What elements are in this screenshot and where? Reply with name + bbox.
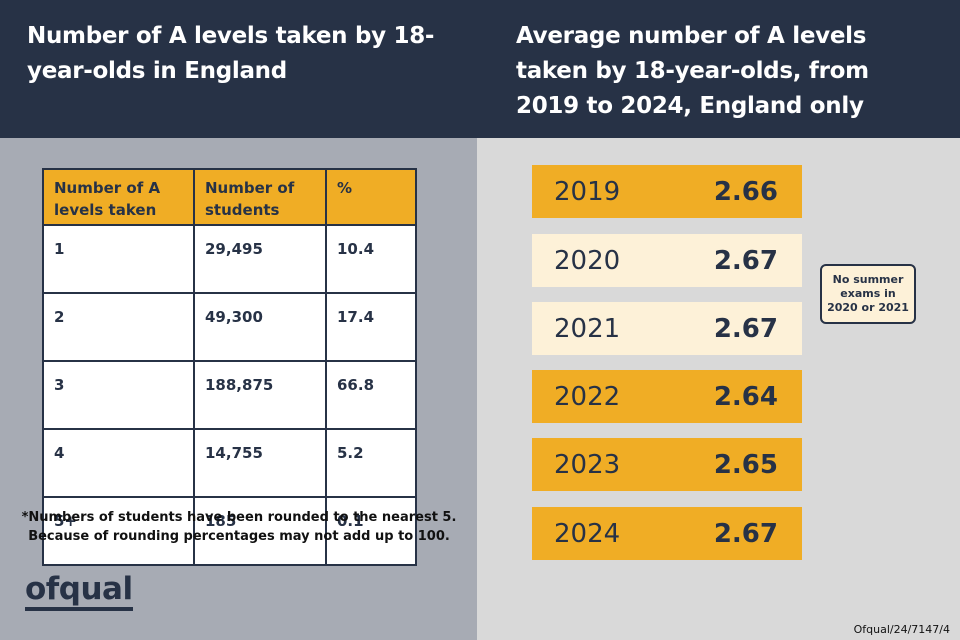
year-label: 2024 (554, 518, 621, 549)
header-banner: Number of A levels taken by 18-year-olds… (0, 0, 960, 138)
cell-percent: 66.8 (325, 360, 417, 430)
year-row-2019: 2019 2.66 (532, 165, 802, 218)
footnote-line-2: Because of rounding percentages may not … (28, 529, 450, 544)
cell-students: 185 (193, 496, 327, 566)
table-row: 2 49,300 17.4 (42, 292, 417, 362)
year-label: 2022 (554, 381, 621, 412)
cell-students: 29,495 (193, 224, 327, 294)
table-row: 1 29,495 10.4 (42, 224, 417, 294)
year-value: 2.67 (713, 245, 778, 276)
year-value: 2.66 (713, 176, 778, 207)
right-title: Average number of A levels taken by 18-y… (516, 23, 869, 119)
cell-students: 49,300 (193, 292, 327, 362)
cell-students: 188,875 (193, 360, 327, 430)
year-label: 2020 (554, 245, 621, 276)
table-row: 4 14,755 5.2 (42, 428, 417, 498)
year-label: 2019 (554, 176, 621, 207)
year-label: 2021 (554, 313, 621, 344)
year-row-2021: 2021 2.67 (532, 302, 802, 355)
header-percent: % (325, 168, 417, 226)
left-title: Number of A levels taken by 18-year-olds… (27, 23, 435, 84)
cell-levels-taken: 5+ (42, 496, 195, 566)
table-header-row: Number of A levels taken Number of stude… (42, 168, 417, 226)
callout-line-3: 2020 or 2021 (827, 301, 909, 314)
year-value: 2.67 (713, 313, 778, 344)
no-exams-callout: No summer exams in 2020 or 2021 (820, 264, 916, 324)
cell-percent: 0.1 (325, 496, 417, 566)
year-value: 2.67 (713, 518, 778, 549)
year-row-2023: 2023 2.65 (532, 438, 802, 491)
cell-percent: 10.4 (325, 224, 417, 294)
footnote: *Numbers of students have been rounded t… (14, 508, 464, 546)
year-row-2024: 2024 2.67 (532, 507, 802, 560)
year-value: 2.65 (713, 449, 778, 480)
cell-levels-taken: 2 (42, 292, 195, 362)
table-row: 5+ 185 0.1 (42, 496, 417, 566)
callout-line-2: exams in (840, 287, 896, 300)
header-levels-taken: Number of A levels taken (42, 168, 195, 226)
callout-line-1: No summer (832, 273, 904, 286)
year-row-2022: 2022 2.64 (532, 370, 802, 423)
a-levels-count-table: Number of A levels taken Number of stude… (42, 168, 417, 566)
cell-levels-taken: 3 (42, 360, 195, 430)
table-row: 3 188,875 66.8 (42, 360, 417, 430)
header-students: Number of students (193, 168, 327, 226)
ofqual-logo: ofqual (25, 572, 133, 611)
cell-students: 14,755 (193, 428, 327, 498)
cell-levels-taken: 4 (42, 428, 195, 498)
footnote-line-1: *Numbers of students have been rounded t… (21, 510, 457, 525)
year-label: 2023 (554, 449, 621, 480)
year-value: 2.64 (713, 381, 778, 412)
year-row-2020: 2020 2.67 (532, 234, 802, 287)
cell-percent: 5.2 (325, 428, 417, 498)
publication-reference: Ofqual/24/7147/4 (853, 623, 950, 636)
cell-percent: 17.4 (325, 292, 417, 362)
cell-levels-taken: 1 (42, 224, 195, 294)
